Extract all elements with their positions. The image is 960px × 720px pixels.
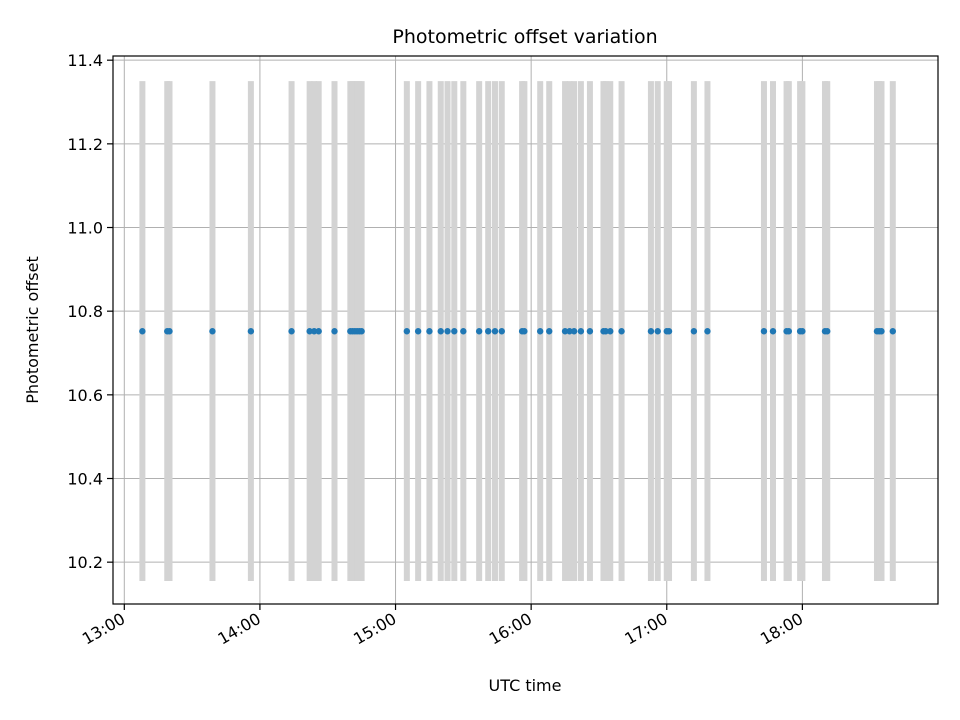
data-point bbox=[437, 328, 444, 335]
data-point bbox=[769, 328, 777, 335]
data-point bbox=[460, 328, 467, 335]
data-point bbox=[690, 328, 698, 335]
data-point bbox=[444, 328, 451, 335]
data-point bbox=[498, 328, 505, 335]
data-point bbox=[878, 328, 885, 335]
chart-title: Photometric offset variation bbox=[392, 26, 657, 48]
data-point bbox=[566, 328, 573, 335]
data-point bbox=[521, 328, 528, 335]
data-point bbox=[139, 328, 146, 335]
data-point bbox=[315, 328, 322, 335]
data-point bbox=[785, 328, 793, 335]
data-point bbox=[358, 328, 365, 335]
data-point bbox=[331, 328, 338, 335]
data-point bbox=[607, 328, 614, 335]
data-point bbox=[451, 328, 458, 335]
data-point bbox=[704, 328, 711, 335]
data-point bbox=[760, 328, 768, 335]
x-axis-label: UTC time bbox=[489, 676, 562, 695]
y-axis-ticks: 10.2 10.4 10.6 10.8 11.0 11.2 11.4 bbox=[67, 51, 113, 572]
data-point bbox=[570, 328, 578, 335]
data-point bbox=[546, 328, 553, 335]
y-tick-label: 11.0 bbox=[67, 219, 103, 238]
y-tick-label: 11.4 bbox=[67, 51, 103, 70]
data-point bbox=[647, 328, 655, 335]
y-axis-label: Photometric offset bbox=[23, 256, 42, 404]
y-tick-label: 10.8 bbox=[67, 302, 103, 321]
data-point bbox=[306, 328, 313, 335]
data-point bbox=[602, 328, 609, 335]
data-point bbox=[403, 328, 411, 335]
y-tick-label: 10.6 bbox=[67, 386, 103, 405]
data-point bbox=[889, 328, 896, 335]
data-point bbox=[824, 328, 831, 335]
data-point bbox=[561, 328, 569, 335]
data-point bbox=[426, 328, 433, 335]
data-point bbox=[475, 328, 483, 335]
plot-area-frame bbox=[112, 55, 939, 605]
data-point bbox=[536, 328, 544, 335]
data-point bbox=[485, 328, 492, 335]
y-tick-label: 10.2 bbox=[67, 553, 103, 572]
data-point bbox=[665, 328, 673, 335]
data-point bbox=[799, 328, 806, 335]
data-point bbox=[166, 328, 173, 335]
data-point bbox=[577, 328, 585, 335]
data-point bbox=[414, 328, 422, 335]
data-point bbox=[288, 328, 295, 335]
data-point bbox=[310, 328, 318, 335]
y-tick-label: 11.2 bbox=[67, 135, 103, 154]
data-point bbox=[586, 328, 594, 335]
data-point bbox=[491, 328, 499, 335]
data-point bbox=[247, 328, 255, 335]
data-points bbox=[139, 328, 896, 335]
y-tick-label: 10.4 bbox=[67, 470, 103, 489]
data-point bbox=[618, 328, 625, 335]
data-point bbox=[654, 328, 661, 335]
data-point bbox=[209, 328, 216, 335]
